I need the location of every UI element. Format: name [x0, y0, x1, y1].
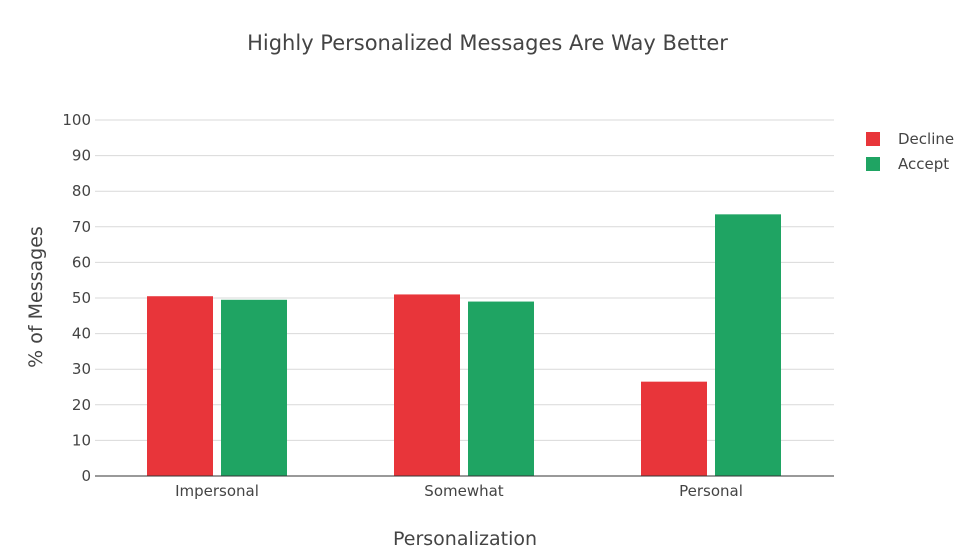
bar-decline-impersonal[interactable]	[147, 296, 213, 476]
y-axis-label: % of Messages	[25, 226, 47, 368]
y-tick-label: 80	[72, 182, 91, 200]
y-tick-label: 0	[81, 467, 91, 485]
y-tick-label: 60	[72, 253, 91, 271]
bar-decline-somewhat[interactable]	[394, 294, 460, 476]
legend-swatch-accept	[866, 156, 880, 171]
x-tick-labels: Impersonal Somewhat Personal	[175, 482, 743, 500]
y-tick-label: 40	[72, 325, 91, 343]
bar-accept-impersonal[interactable]	[221, 299, 287, 476]
y-tick-label: 30	[72, 360, 91, 378]
y-tick-label: 100	[62, 111, 91, 129]
y-tick-label: 50	[72, 289, 91, 307]
legend: Decline Accept	[866, 126, 954, 176]
x-tick-label: Personal	[679, 482, 743, 500]
chart-title: Highly Personalized Messages Are Way Bet…	[247, 31, 728, 55]
bar-accept-somewhat[interactable]	[468, 301, 534, 476]
bars	[147, 214, 781, 476]
y-tick-label: 90	[72, 147, 91, 165]
y-tick-label: 20	[72, 396, 91, 414]
y-tick-label: 70	[72, 218, 91, 236]
legend-item-accept[interactable]: Accept	[866, 151, 954, 176]
y-tick-labels: 0 10 20 30 40 50 60 70 80 90 100	[62, 111, 91, 485]
bar-accept-personal[interactable]	[715, 214, 781, 476]
grid-lines	[95, 119, 834, 441]
legend-label-decline: Decline	[898, 129, 955, 148]
bar-decline-personal[interactable]	[641, 381, 707, 476]
legend-label-accept: Accept	[898, 154, 950, 173]
x-axis-label: Personalization	[392, 528, 538, 550]
y-tick-label: 10	[72, 431, 91, 449]
legend-swatch-decline	[866, 131, 880, 146]
legend-item-decline[interactable]: Decline	[866, 126, 954, 151]
x-tick-label: Somewhat	[424, 482, 504, 500]
x-tick-label: Impersonal	[175, 482, 259, 500]
